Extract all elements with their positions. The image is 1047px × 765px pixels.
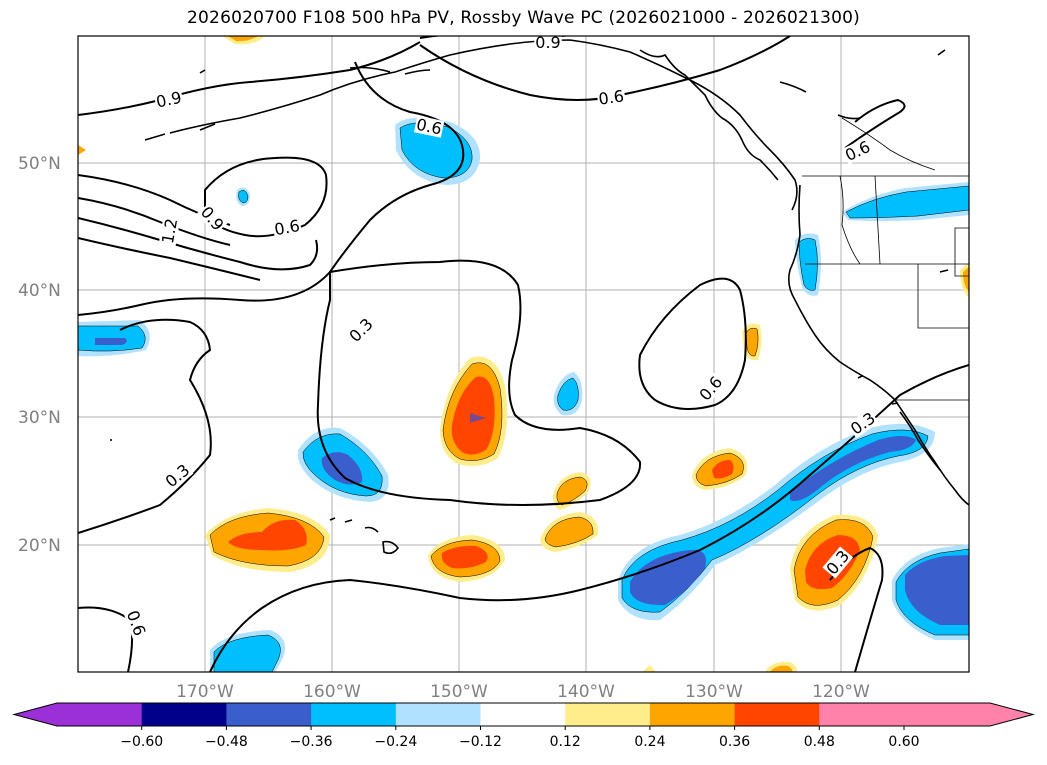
contour-label-group: 0.9 0.9 0.6 0.6 0.6 0.9 1.2 0.6 0.3 0.6 … [123,33,879,639]
colorbar-outline [12,702,1035,727]
contour-label: 0.9 [154,88,183,112]
negative-anomaly-subtropical-band [618,423,935,621]
contour-label-bg [153,88,185,111]
contour-label: 0.9 [535,33,560,52]
contour-label: 0.6 [415,115,444,139]
positive-anomaly-bottom-edge [642,661,798,672]
contour-label-bg [196,202,228,235]
lat-label-30n: 30°N [18,408,61,428]
contour-label: 0.6 [695,373,726,405]
colorbar-extend-min [14,703,57,726]
map-plot: 0.9 0.9 0.6 0.6 0.6 0.9 1.2 0.6 0.3 0.6 … [78,33,969,672]
contour-label-bg [596,87,627,108]
colorbar-segment [311,703,397,726]
lon-label-160w: 160°W [303,682,361,702]
positive-anomaly-small-b [540,512,599,552]
contour-label-bg [123,607,149,639]
lon-label-150w: 150°W [430,682,488,702]
positive-anomaly-south-central [428,535,505,582]
contour-label-bg [272,216,303,239]
contour-label-bg [841,137,874,165]
colorbar-segment [395,703,481,726]
negative-anomaly-central [297,427,389,502]
latitude-labels: 50°N 40°N 30°N 20°N [18,154,61,556]
colorbar-tick-label: 0.36 [719,734,750,750]
colorbar-segment [226,703,312,726]
negative-anomaly-small-north [236,187,250,206]
contour-label-bg [534,36,562,51]
lat-label-20n: 20°N [18,536,61,556]
contour-label-bg [822,546,854,579]
rossby-wave-shading [78,36,969,672]
negative-anomaly-small-central [553,372,583,416]
colorbar-tick-label: 0.24 [634,734,665,750]
borders [802,117,969,401]
colorbar: −0.60 −0.48 −0.36 −0.24 −0.12 0.12 0.24 0.36 0.4… [12,702,1035,750]
contour-label: 0.3 [345,314,376,345]
contour-label-bg [345,314,377,346]
lon-label-120w: 120°W [812,682,870,702]
lat-label-40n: 40°N [18,281,61,301]
positive-anomaly-east [692,448,748,490]
contour-label-bg [695,372,727,405]
contour-label: 0.6 [842,137,873,165]
lat-label-50n: 50°N [18,154,61,174]
positive-anomaly-top-edge [222,36,265,45]
lon-label-140w: 140°W [557,682,615,702]
longitude-labels: 170°W 160°W 150°W 140°W 130°W 120°W [176,682,870,702]
contour-label-bg [413,115,445,138]
colorbar-segment [734,703,820,726]
plot-frame [77,35,970,673]
negative-anomaly-pacific-northwest [842,182,969,221]
colorbar-extend-max [990,703,1033,726]
positive-anomaly-central [440,356,508,466]
contour-label: 1.2 [158,217,181,245]
contour-label: 0.9 [197,203,228,235]
positive-anomaly-small-north [742,323,762,361]
contour-label-bg [161,460,194,492]
colorbar-tick-label: 0.12 [550,734,581,750]
colorbar-segment [649,703,736,726]
colorbar-segment [819,703,990,726]
contour-label: 0.6 [597,86,625,108]
negative-anomaly-west-edge [78,320,150,357]
positive-anomaly-small-a [552,472,591,510]
colorbar-segment [565,703,651,726]
colorbar-tick-label: −0.60 [120,734,163,750]
coastlines [110,39,969,555]
contour-label-bg [846,408,879,439]
positive-anomaly-northwest-corner [78,145,86,155]
pv-contours [78,36,969,672]
colorbar-segment [141,703,227,726]
colorbar-segment [57,703,143,726]
lon-label-130w: 130°W [685,682,743,702]
colorbar-tick-label: −0.48 [205,734,248,750]
contour-label: 0.6 [273,216,301,239]
lon-label-170w: 170°W [176,682,234,702]
colorbar-tick-label: 0.60 [888,734,919,750]
contour-label-bg [158,216,181,247]
negative-anomaly-southeast-corner [892,544,969,640]
contour-label: 0.3 [162,460,194,491]
map-title: 2026020700 F108 500 hPa PV, Rossby Wave … [187,8,860,28]
colorbar-segment [480,703,566,726]
colorbar-tick-label: 0.48 [804,734,835,750]
positive-anomaly-east-edge [960,262,969,298]
colorbar-tick-label: −0.12 [459,734,502,750]
positive-anomaly-west [205,508,330,572]
negative-anomaly-oregon-coast [795,233,821,296]
colorbar-tick-label: −0.24 [374,734,417,750]
colorbar-tick-label: −0.36 [290,734,333,750]
